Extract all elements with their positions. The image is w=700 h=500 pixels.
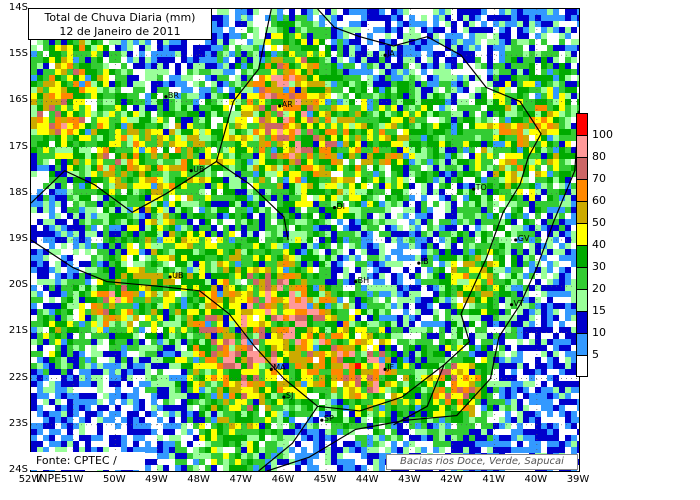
- legend-swatch: [576, 179, 588, 201]
- city-label: MA: [273, 363, 286, 373]
- latitude-label: 16S: [8, 94, 28, 106]
- legend-swatch: [576, 289, 588, 311]
- legend-swatch: [576, 157, 588, 179]
- city-label: IB: [420, 257, 429, 267]
- city-label: TO: [475, 183, 487, 193]
- legend-label: 40: [592, 238, 606, 251]
- map-title-box: Total de Chuva Diaria (mm) 12 de Janeiro…: [28, 8, 212, 40]
- latitude-label: 17S: [8, 140, 28, 152]
- city-label: SJ: [285, 391, 294, 401]
- city-label: JA: [387, 49, 395, 59]
- rainfall-map: [30, 8, 580, 472]
- color-legend: [576, 113, 588, 377]
- legend-swatch: [576, 311, 588, 333]
- latitude-label: 23S: [8, 417, 28, 429]
- legend-swatch: [576, 355, 588, 377]
- legend-label: 80: [592, 150, 606, 163]
- legend-swatch: [576, 223, 588, 245]
- longitude-label: 42W: [440, 474, 463, 485]
- legend-swatch: [576, 113, 588, 135]
- legend-swatch: [576, 245, 588, 267]
- legend-label: 60: [592, 194, 606, 207]
- legend-label: 100: [592, 128, 613, 141]
- longitude-label: 39W: [566, 474, 590, 485]
- latitude-label: 14S: [8, 2, 28, 13]
- legend-label: 15: [592, 304, 606, 317]
- latitude-label: 18S: [8, 186, 28, 198]
- legend-swatch: [576, 135, 588, 157]
- legend-swatch: [576, 201, 588, 223]
- longitude-label: 41W: [482, 474, 505, 485]
- longitude-label: 43W: [398, 474, 421, 485]
- longitude-label: 47W: [229, 474, 253, 485]
- longitude-label: 48W: [187, 474, 210, 485]
- longitude-label: 49W: [145, 474, 168, 485]
- city-label: AR: [281, 100, 293, 110]
- longitude-label: 52W: [18, 474, 42, 485]
- city-label: UB: [193, 164, 205, 174]
- legend-swatch: [576, 333, 588, 355]
- basin-label: Bacias rios Doce, Verde, Sapucai: [386, 454, 578, 470]
- legend-label: 30: [592, 260, 606, 273]
- legend-label: 70: [592, 172, 606, 185]
- latitude-label: 22S: [8, 371, 28, 383]
- legend-swatch: [576, 267, 588, 289]
- rainfall-map-canvas: [31, 9, 579, 471]
- longitude-label: 50W: [102, 474, 126, 485]
- latitude-label: 15S: [8, 48, 28, 60]
- latitude-label: 19S: [8, 233, 28, 244]
- source-label: Fonte: CPTEC / INPE: [30, 452, 145, 485]
- latitude-label: 21S: [8, 325, 28, 337]
- city-label: BH: [357, 275, 370, 285]
- city-label: UB: [172, 270, 184, 280]
- longitude-label: 44W: [355, 474, 379, 485]
- city-label: GV: [517, 234, 530, 243]
- latitude-label: 24S: [8, 464, 28, 475]
- longitude-label: 45W: [313, 474, 337, 485]
- map-title: Total de Chuva Diaria (mm): [44, 11, 196, 24]
- longitude-label: 51W: [60, 474, 84, 485]
- city-label: JF: [387, 363, 395, 373]
- legend-label: 50: [592, 216, 606, 229]
- latitude-label: 20S: [8, 279, 28, 291]
- legend-label: 5: [592, 348, 599, 361]
- city-label: SP: [323, 414, 334, 424]
- city-label: BR: [167, 90, 179, 100]
- legend-label: 20: [592, 282, 606, 295]
- longitude-label: 46W: [271, 474, 295, 485]
- legend-label: 10: [592, 326, 606, 339]
- longitude-label: 40W: [524, 474, 548, 485]
- city-label: VT: [513, 298, 524, 308]
- city-label: DI: [336, 201, 346, 211]
- map-date: 12 de Janeiro de 2011: [59, 25, 181, 38]
